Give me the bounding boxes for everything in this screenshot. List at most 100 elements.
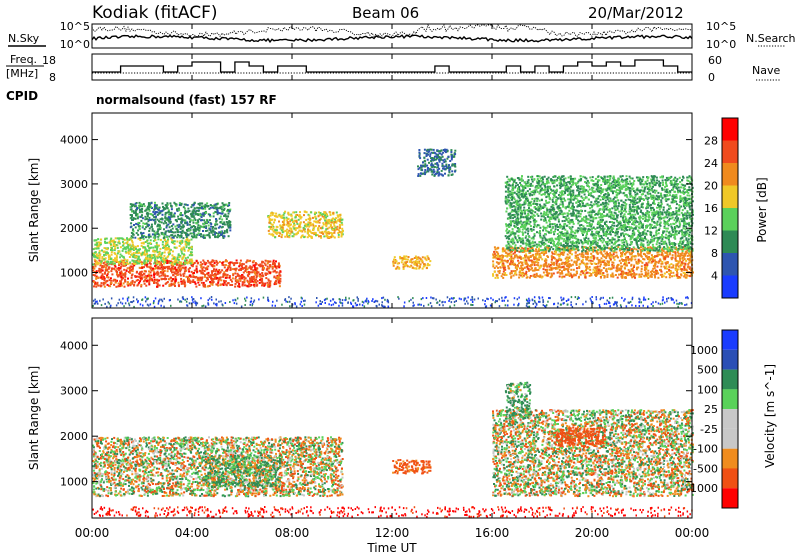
heatmap-cell xyxy=(294,229,297,232)
heatmap-cell xyxy=(526,276,529,279)
heatmap-cell xyxy=(495,254,497,257)
heatmap-cell xyxy=(229,229,232,232)
heatmap-cell xyxy=(131,215,133,218)
heatmap-cell xyxy=(143,272,146,275)
heatmap-cell xyxy=(335,217,337,220)
heatmap-cell xyxy=(300,216,303,219)
heatmap-cell xyxy=(275,225,278,228)
heatmap-cell xyxy=(128,269,131,272)
heatmap-cell xyxy=(217,226,220,229)
heatmap-cell xyxy=(440,153,443,156)
heatmap-cell xyxy=(129,265,132,268)
heatmap-cell xyxy=(338,214,341,217)
heatmap-cell xyxy=(143,228,146,231)
heatmap-cell xyxy=(328,236,331,238)
heatmap-cell xyxy=(287,217,290,220)
heatmap-cell xyxy=(101,275,104,277)
heatmap-cell xyxy=(508,252,511,255)
heatmap-cell xyxy=(655,255,658,258)
heatmap-cell xyxy=(243,279,246,282)
heatmap-cell xyxy=(631,272,634,275)
heatmap-cell xyxy=(101,273,104,276)
heatmap-cell xyxy=(438,160,441,163)
heatmap-cell xyxy=(153,271,156,274)
heatmap-cell xyxy=(157,233,160,235)
heatmap-cell xyxy=(213,233,216,236)
heatmap-cell xyxy=(617,246,620,249)
heatmap-cell xyxy=(100,276,103,279)
heatmap-cell xyxy=(207,274,210,277)
heatmap-cell xyxy=(630,264,633,267)
heatmap-cell xyxy=(688,258,691,261)
heatmap-cell xyxy=(199,279,201,282)
heatmap-cell xyxy=(149,267,152,270)
heatmap-cell xyxy=(332,228,334,231)
heatmap-cell xyxy=(201,219,203,222)
heatmap-cell xyxy=(131,280,134,283)
heatmap-cell xyxy=(192,215,195,218)
heatmap-cell xyxy=(425,259,428,262)
heatmap-cell xyxy=(272,234,275,237)
heatmap-cell xyxy=(157,223,160,226)
heatmap-cell xyxy=(127,284,130,287)
heatmap-cell xyxy=(167,245,170,248)
heatmap-cell xyxy=(440,149,443,152)
heatmap-cell xyxy=(216,210,219,213)
heatmap-cell xyxy=(135,247,137,250)
heatmap-cell xyxy=(153,280,156,283)
heatmap-cell xyxy=(307,228,310,231)
heatmap-cell xyxy=(106,262,109,265)
heatmap-cell xyxy=(590,201,593,204)
heatmap-cell xyxy=(171,261,174,264)
heatmap-cell xyxy=(145,277,148,280)
heatmap-cell xyxy=(112,239,115,242)
heatmap-cell xyxy=(681,251,684,254)
heatmap-cell xyxy=(145,226,148,229)
heatmap-cell xyxy=(326,235,329,238)
heatmap-cell xyxy=(191,272,194,275)
heatmap-cell xyxy=(433,174,436,177)
heatmap-cell xyxy=(115,279,117,282)
heatmap-cell xyxy=(138,266,141,269)
heatmap-cell xyxy=(176,231,179,234)
heatmap-cell xyxy=(101,269,104,272)
heatmap-cell xyxy=(106,269,109,272)
heatmap-cell xyxy=(431,173,434,176)
heatmap-cell xyxy=(318,219,321,221)
heatmap-cell xyxy=(521,261,524,264)
heatmap-cell xyxy=(183,231,186,234)
heatmap-cell xyxy=(436,149,439,152)
heatmap-cell xyxy=(286,231,289,234)
heatmap-cell xyxy=(212,281,215,283)
heatmap-cell xyxy=(110,253,113,256)
heatmap-cell xyxy=(497,266,499,269)
heatmap-cell xyxy=(153,233,156,236)
heatmap-cell xyxy=(277,214,280,217)
heatmap-cell xyxy=(664,261,667,264)
heatmap-cell xyxy=(330,219,333,222)
heatmap-cell xyxy=(175,278,178,281)
heatmap-cell xyxy=(133,205,136,208)
heatmap-cell xyxy=(193,261,196,264)
heatmap-cell xyxy=(430,164,433,166)
heatmap-cell xyxy=(221,210,224,213)
heatmap-cell xyxy=(236,285,239,288)
heatmap-cell xyxy=(189,226,192,229)
heatmap-cell xyxy=(223,235,225,238)
heatmap-cell xyxy=(518,256,521,259)
heatmap-cell xyxy=(584,263,587,266)
heatmap-cell xyxy=(307,234,310,237)
heatmap-cell xyxy=(176,229,179,232)
heatmap-cell xyxy=(130,216,133,219)
heatmap-cell xyxy=(182,273,185,276)
heatmap-cell xyxy=(607,261,610,264)
heatmap-cell xyxy=(190,206,193,209)
heatmap-cell xyxy=(191,226,194,228)
heatmap-cell xyxy=(507,265,510,268)
heatmap-cell xyxy=(144,248,147,251)
heatmap-cell xyxy=(145,208,148,211)
heatmap-cell xyxy=(426,264,429,267)
heatmap-cell xyxy=(399,255,402,258)
heatmap-cell xyxy=(144,246,147,249)
heatmap-cell xyxy=(124,250,127,253)
